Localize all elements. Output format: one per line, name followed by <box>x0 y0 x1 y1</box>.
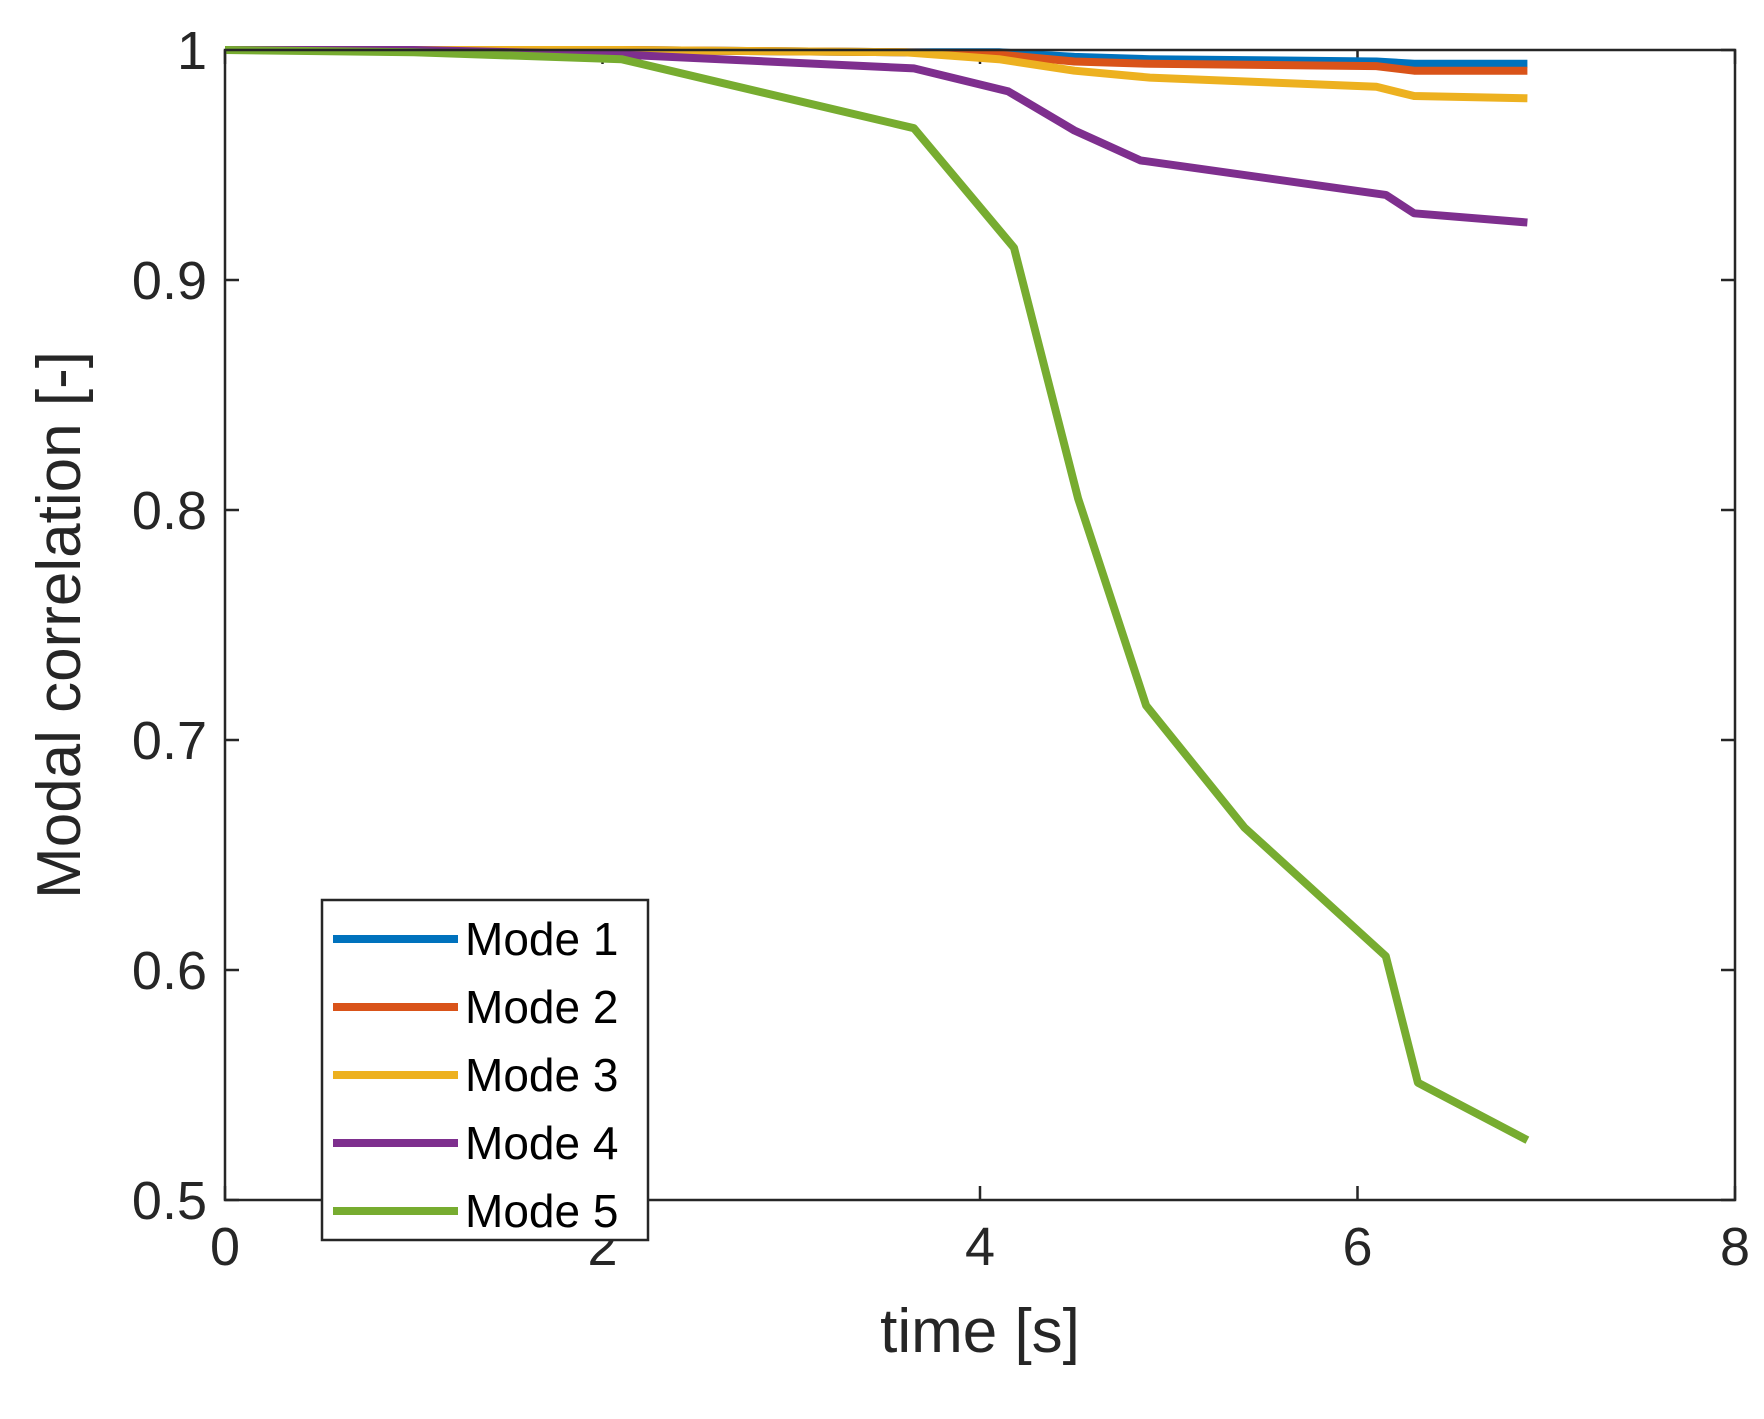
y-tick-label: 0.9 <box>132 251 207 311</box>
y-tick-label: 0.5 <box>132 1171 207 1231</box>
x-tick-label: 4 <box>965 1217 995 1277</box>
y-tick-labels: 0.5 0.6 0.7 0.8 0.9 1 <box>132 21 207 1231</box>
plot-frame <box>223 48 1737 1202</box>
y-axis-label: Modal correlation [-] <box>25 351 94 899</box>
legend-label-mode-4: Mode 4 <box>465 1117 618 1169</box>
x-tick-label: 6 <box>1342 1217 1372 1277</box>
y-tick-label: 0.6 <box>132 941 207 1001</box>
y-tick-label: 1 <box>177 21 207 81</box>
x-tick-label: 0 <box>210 1217 240 1277</box>
legend-label-mode-5: Mode 5 <box>465 1185 618 1237</box>
legend: Mode 1 Mode 2 Mode 3 Mode 4 Mode 5 <box>320 898 650 1242</box>
legend-label-mode-2: Mode 2 <box>465 981 618 1033</box>
y-tick-label: 0.8 <box>132 481 207 541</box>
y-tick-label: 0.7 <box>132 711 207 771</box>
legend-box <box>320 898 650 1242</box>
legend-items: Mode 1 Mode 2 Mode 3 Mode 4 Mode 5 <box>333 913 618 1237</box>
x-tick-label: 8 <box>1720 1217 1750 1277</box>
legend-label-mode-1: Mode 1 <box>465 913 618 965</box>
series-line-mode-5 <box>224 46 1530 1144</box>
legend-label-mode-3: Mode 3 <box>465 1049 618 1101</box>
x-axis-label: time [s] <box>880 1297 1080 1366</box>
